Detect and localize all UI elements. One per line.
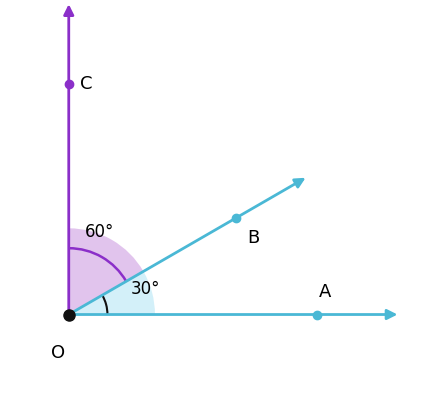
Text: 30°: 30° <box>131 280 160 298</box>
Text: O: O <box>51 344 65 362</box>
Text: 60°: 60° <box>85 222 114 241</box>
Wedge shape <box>69 228 143 315</box>
Text: C: C <box>80 75 92 93</box>
Text: A: A <box>319 283 332 301</box>
Text: B: B <box>247 229 260 247</box>
Wedge shape <box>69 271 155 315</box>
